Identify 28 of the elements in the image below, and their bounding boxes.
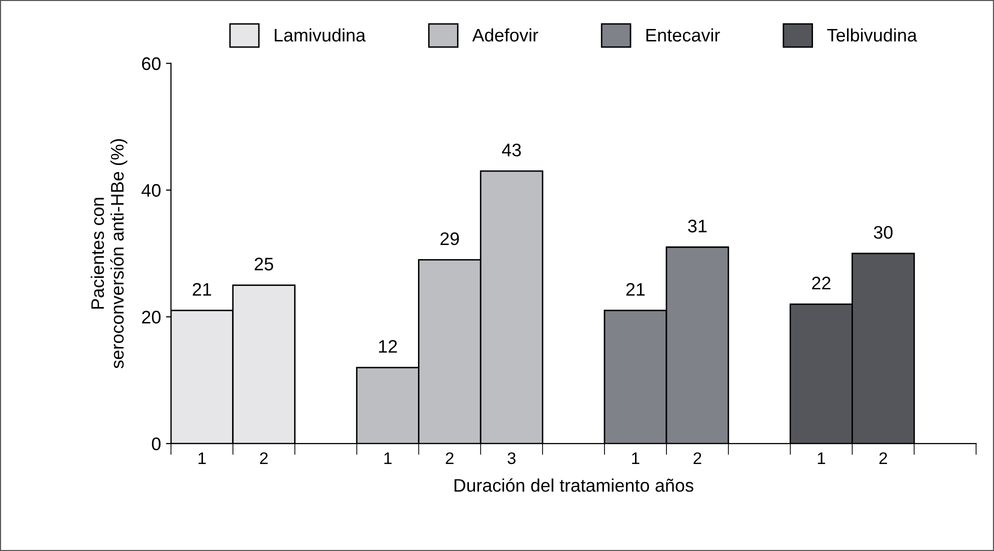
legend-label: Adefovir bbox=[472, 28, 538, 42]
y-tick-label: 20 bbox=[142, 310, 161, 324]
y-tick-label: 60 bbox=[142, 57, 161, 70]
x-tick-label: 1 bbox=[198, 452, 206, 464]
x-tick-label: 2 bbox=[694, 452, 702, 464]
data-label: 21 bbox=[626, 283, 645, 296]
x-tick-label: 2 bbox=[879, 452, 888, 464]
x-tick-label: 2 bbox=[260, 452, 268, 464]
legend-label: Entecavir bbox=[646, 28, 720, 42]
y-axis-title: Pacientes con seroconversión anti-HBe (%) bbox=[90, 139, 128, 368]
x-tick-label: 1 bbox=[818, 452, 826, 464]
x-tick-label: 2 bbox=[446, 452, 454, 464]
x-axis-title: Duración del tratamiento años bbox=[454, 478, 694, 492]
x-tick-label: 3 bbox=[508, 452, 516, 464]
data-label: 31 bbox=[688, 220, 707, 232]
data-label: 30 bbox=[874, 226, 893, 239]
legend-label: Telbivudina bbox=[827, 28, 918, 42]
data-label: 21 bbox=[192, 283, 212, 296]
data-label: 12 bbox=[379, 340, 397, 353]
data-label: 43 bbox=[502, 144, 521, 156]
y-tick-label: 40 bbox=[142, 184, 161, 197]
data-label: 25 bbox=[254, 258, 274, 270]
x-tick-label: 1 bbox=[632, 452, 640, 464]
legend-label: Lamivudina bbox=[274, 28, 366, 42]
x-tick-label: 1 bbox=[384, 452, 392, 464]
data-label: 29 bbox=[440, 232, 459, 246]
data-label: 22 bbox=[812, 276, 830, 290]
y-tick-label: 0 bbox=[152, 437, 161, 450]
